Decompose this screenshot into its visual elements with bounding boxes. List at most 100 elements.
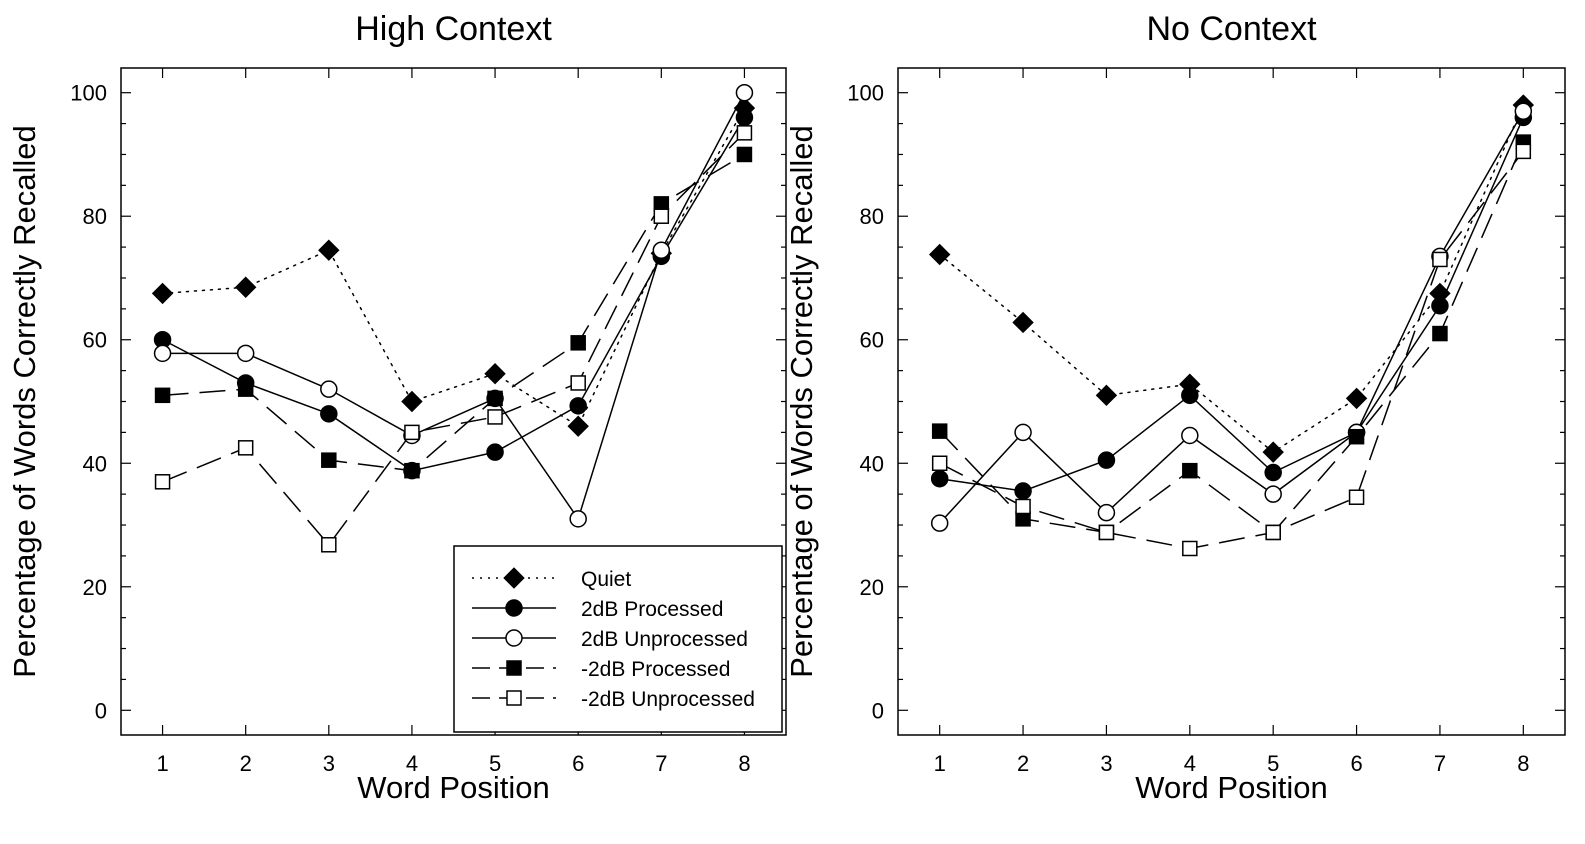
series-1-point bbox=[1345, 387, 1368, 410]
legend-label: 2dB Unprocessed bbox=[581, 628, 748, 651]
x-tick-label: 7 bbox=[1434, 751, 1446, 776]
series-2-point bbox=[735, 108, 754, 127]
series-2-point bbox=[1014, 482, 1032, 500]
x-tick-label: 4 bbox=[1184, 751, 1196, 776]
series-3-point bbox=[320, 380, 338, 398]
series-2-point bbox=[486, 443, 504, 461]
series-1-point bbox=[567, 415, 589, 437]
series-1-point bbox=[1262, 441, 1284, 463]
series-2-point bbox=[1431, 297, 1449, 315]
y-tick-label: 60 bbox=[83, 328, 107, 353]
series-4-point bbox=[1432, 325, 1448, 342]
series-3-point bbox=[236, 344, 255, 363]
series-1-point bbox=[401, 390, 423, 413]
series-5-point bbox=[237, 440, 254, 456]
series-3-point bbox=[930, 514, 949, 532]
series-4-point bbox=[570, 335, 586, 351]
x-tick-label: 2 bbox=[1017, 751, 1029, 776]
series-5-point bbox=[570, 375, 586, 391]
y-tick-label: 0 bbox=[872, 698, 884, 723]
legend-label: -2dB Processed bbox=[581, 658, 730, 681]
series-1-point bbox=[1012, 311, 1034, 334]
series-3-point bbox=[1014, 423, 1032, 442]
legend: Quiet 2dB Processed 2dB Unprocessed -2dB Pr… bbox=[453, 545, 783, 733]
series-5-point bbox=[931, 455, 948, 472]
series-2-point bbox=[320, 405, 338, 423]
series-4-point bbox=[1182, 462, 1198, 479]
legend-label: Quiet bbox=[581, 568, 631, 591]
series-4-point bbox=[321, 452, 337, 468]
series-3-point bbox=[153, 344, 172, 363]
y-tick-label: 60 bbox=[860, 328, 884, 353]
chart-title: No Context bbox=[1146, 10, 1317, 48]
x-tick-label: 5 bbox=[1267, 751, 1279, 776]
series-1-line bbox=[938, 104, 1525, 454]
series-4-point bbox=[237, 381, 254, 397]
x-axis-label: Word Position bbox=[1135, 770, 1327, 805]
legend-swatch-marker bbox=[505, 629, 523, 647]
y-axis-label: Percentage of Words Correctly Recalled bbox=[784, 125, 819, 678]
x-tick-label: 7 bbox=[655, 751, 667, 776]
series-2-point bbox=[1181, 386, 1199, 405]
series-1-point bbox=[318, 239, 340, 261]
plot-frame bbox=[897, 67, 1566, 736]
y-tick-label: 40 bbox=[860, 451, 884, 476]
y-tick-label: 80 bbox=[860, 204, 884, 229]
series-5-point bbox=[1182, 540, 1198, 557]
series-1-point bbox=[151, 282, 174, 305]
legend-label: -2dB Unprocessed bbox=[581, 688, 755, 711]
series-3-point bbox=[1264, 485, 1282, 503]
series-1-point bbox=[928, 243, 951, 266]
series-4-point bbox=[931, 423, 948, 439]
series-4-line bbox=[939, 141, 1525, 534]
series-5-point bbox=[404, 424, 420, 441]
series-3-point bbox=[1181, 426, 1199, 445]
series-2-line bbox=[939, 117, 1524, 492]
series-5-point bbox=[487, 409, 503, 425]
series-3-line bbox=[939, 110, 1524, 524]
y-tick-label: 80 bbox=[83, 204, 107, 229]
series-3-point bbox=[735, 83, 754, 102]
y-tick-label: 0 bbox=[95, 698, 107, 723]
series-2-point bbox=[569, 397, 587, 415]
legend-label: 2dB Processed bbox=[581, 598, 723, 621]
series-3-point bbox=[652, 241, 671, 259]
y-tick-label: 100 bbox=[847, 81, 884, 106]
series-3-point bbox=[1097, 503, 1116, 522]
x-tick-label: 1 bbox=[934, 751, 946, 776]
series-2-point bbox=[1097, 451, 1116, 469]
legend-swatch-marker bbox=[506, 690, 522, 706]
series-5-point bbox=[1515, 143, 1532, 160]
series-4-point bbox=[154, 387, 171, 404]
series-5-line bbox=[939, 150, 1524, 550]
y-tick-label: 100 bbox=[70, 81, 107, 106]
series-5-point bbox=[1098, 524, 1115, 541]
series-1-line bbox=[161, 107, 746, 428]
x-tick-label: 6 bbox=[1350, 751, 1362, 776]
x-tick-label: 2 bbox=[240, 751, 252, 776]
legend-swatch-marker bbox=[506, 660, 522, 676]
series-2-point bbox=[930, 469, 949, 488]
x-tick-label: 3 bbox=[323, 751, 335, 776]
series-3-line bbox=[162, 92, 746, 521]
series-5-point bbox=[1015, 498, 1031, 515]
series-4-point bbox=[1348, 428, 1365, 445]
x-tick-label: 8 bbox=[1517, 751, 1529, 776]
y-axis-label: Percentage of Words Correctly Recalled bbox=[7, 125, 42, 678]
y-tick-label: 40 bbox=[83, 451, 107, 476]
x-tick-label: 1 bbox=[156, 751, 168, 776]
series-5-point bbox=[1432, 251, 1448, 268]
series-2-point bbox=[1264, 463, 1282, 482]
legend-swatch-marker bbox=[503, 567, 525, 589]
series-3-point bbox=[569, 510, 587, 528]
chart-panel-2: No Context Word Position Percentage of Wor… bbox=[784, 10, 1566, 805]
series-1-point bbox=[234, 276, 257, 298]
x-axis-label: Word Position bbox=[357, 770, 549, 805]
y-tick-label: 20 bbox=[83, 575, 107, 600]
series-4-point bbox=[487, 390, 503, 407]
series-1-point bbox=[1095, 384, 1118, 407]
series-5-point bbox=[1265, 524, 1281, 541]
series-5-point bbox=[154, 474, 171, 490]
series-5-point bbox=[736, 125, 753, 141]
y-tick-label: 20 bbox=[860, 575, 884, 600]
